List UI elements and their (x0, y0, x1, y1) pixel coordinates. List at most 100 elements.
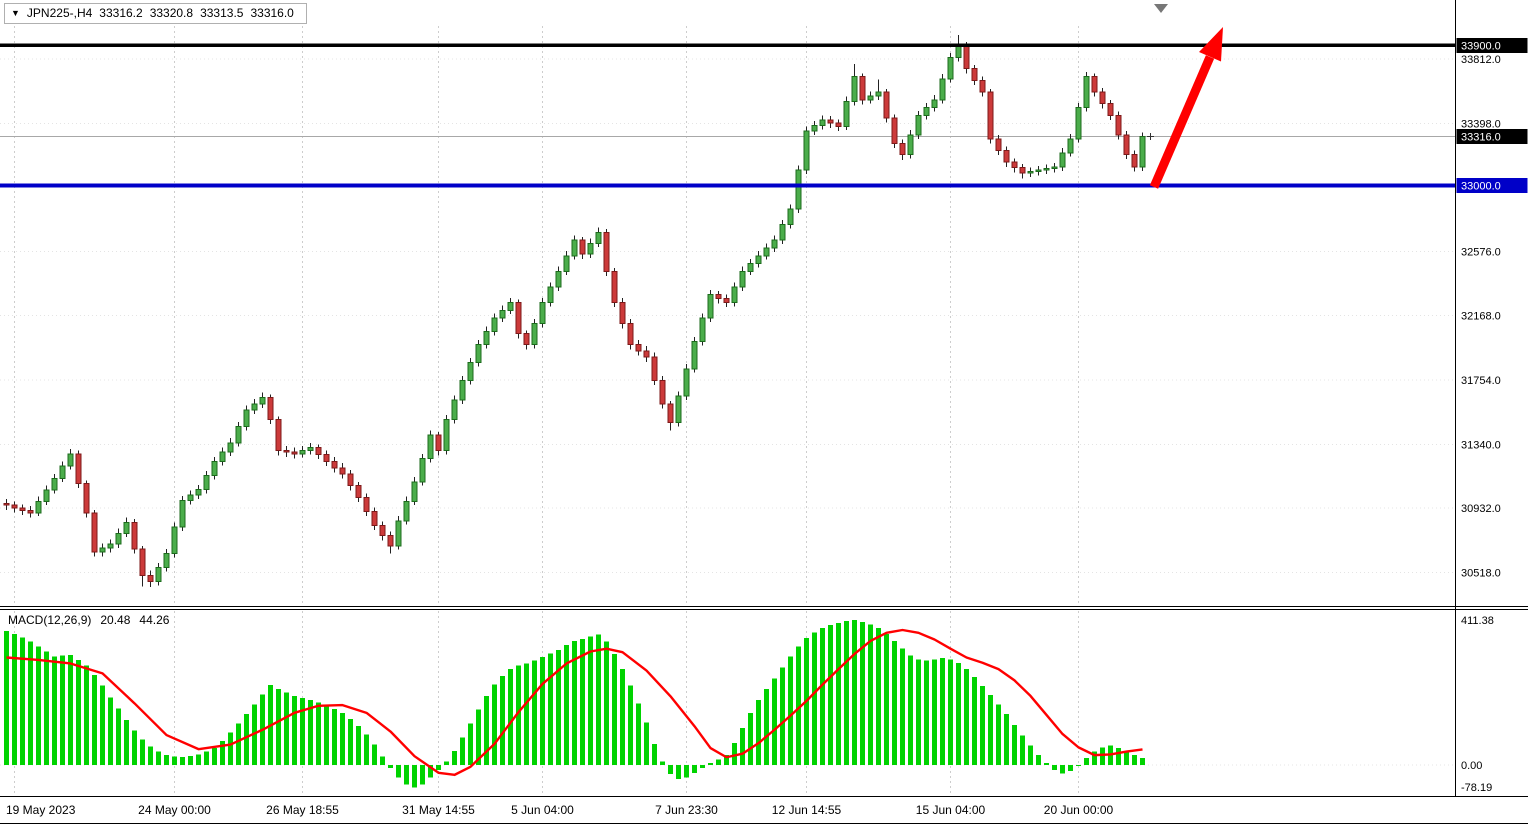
candle-body (331, 461, 338, 469)
macd-histogram-bar (236, 723, 241, 765)
candle-body (227, 442, 234, 453)
price-axis-label: 33398.0 (1461, 119, 1501, 131)
candle-body (691, 341, 698, 370)
macd-histogram-bar (468, 723, 473, 765)
macd-histogram-bar (420, 765, 425, 785)
candle-body (411, 481, 418, 502)
candle-body (75, 453, 82, 484)
macd-axis-label: -78.19 (1461, 782, 1492, 794)
candle-body (643, 350, 650, 358)
candle-body (531, 323, 538, 346)
candle-body (1011, 161, 1018, 169)
macd-histogram-bar (20, 637, 25, 765)
time-axis-label: 26 May 18:55 (266, 803, 339, 817)
candle-body (163, 553, 170, 569)
candle-body (827, 119, 834, 124)
candle-body (1019, 167, 1026, 174)
macd-histogram-bar (460, 737, 465, 765)
candle-body (1083, 75, 1090, 109)
candle-body (539, 302, 546, 325)
chart-shift-marker[interactable] (1154, 4, 1168, 13)
candle-body (467, 362, 474, 381)
candle-body (387, 535, 394, 547)
macd-histogram-bar (100, 685, 105, 765)
candle-body (747, 263, 754, 272)
candle-body (763, 247, 770, 257)
candle-body (587, 242, 594, 255)
macd-histogram-bar (180, 757, 185, 765)
macd-histogram-bar (548, 653, 553, 765)
time-axis-label: 19 May 2023 (6, 803, 76, 817)
candle-body (803, 130, 810, 171)
candle-body (939, 78, 946, 101)
candle-body (923, 107, 930, 116)
macd-histogram-bar (444, 761, 449, 765)
candle-body (315, 447, 322, 456)
candle-body (699, 317, 706, 343)
macd-histogram-bar (876, 628, 881, 765)
candle-body (307, 447, 314, 452)
candle-body (1115, 114, 1122, 136)
candle-body (659, 379, 666, 405)
macd-histogram-bar (676, 765, 681, 780)
macd-histogram-bar (812, 632, 817, 765)
candle-body (579, 239, 586, 255)
macd-histogram-bar (948, 659, 953, 765)
price-axis-label: 33812.0 (1461, 54, 1501, 66)
price-axis-label: 31754.0 (1461, 375, 1501, 387)
candle-body (483, 330, 490, 346)
macd-histogram-bar (596, 634, 601, 765)
candle-body (203, 475, 210, 491)
macd-histogram-bar (196, 754, 201, 765)
macd-histogram-bar (1140, 757, 1145, 765)
macd-histogram-bar (164, 755, 169, 765)
quote-open: 33316.2 (99, 6, 143, 20)
macd-histogram-bar (68, 655, 73, 765)
macd-histogram-bar (372, 744, 377, 765)
candle-body (1091, 75, 1098, 93)
macd-histogram-bar (1084, 757, 1089, 765)
candle-body (995, 138, 1002, 152)
price-axis-label: 33316.0 (1461, 131, 1501, 143)
macd-histogram-bar (756, 700, 761, 765)
macd-histogram-bar (972, 677, 977, 765)
candle-body (563, 255, 570, 272)
macd-histogram-bar (788, 656, 793, 765)
candle-body (187, 494, 194, 502)
macd-histogram-bar (188, 756, 193, 765)
candle-body (1123, 134, 1130, 155)
macd-histogram-bar (844, 621, 849, 765)
candle-body (683, 368, 690, 397)
macd-histogram-bar (1012, 724, 1017, 765)
quote-close: 33316.0 (250, 6, 294, 20)
candle-body (731, 286, 738, 304)
candle-body (603, 231, 610, 272)
candle-body (155, 567, 162, 583)
candle-body (907, 134, 914, 155)
trend-arrow-shaft[interactable] (1149, 55, 1215, 189)
macd-histogram-bar (956, 663, 961, 765)
macd-histogram-bar (508, 669, 513, 765)
price-axis-label: 33000.0 (1461, 181, 1501, 193)
candle-body (851, 75, 858, 102)
macd-histogram-bar (476, 709, 481, 765)
candle-body (555, 270, 562, 288)
candle-body (715, 294, 722, 300)
trend-arrow-head[interactable] (1199, 27, 1223, 62)
price-axis-label: 32168.0 (1461, 310, 1501, 322)
macd-histogram-bar (436, 765, 441, 770)
candle-body (259, 397, 266, 405)
candle-body (291, 451, 298, 455)
macd-histogram-bar (572, 640, 577, 765)
candle-body (219, 451, 226, 463)
macd-histogram-bar (580, 638, 585, 765)
candle-body (123, 521, 130, 534)
candle-body (435, 434, 442, 452)
macd-histogram-bar (644, 722, 649, 765)
candle-body (419, 457, 426, 483)
quote-dropdown-icon[interactable]: ▼ (11, 8, 20, 18)
price-axis-label-bg (1456, 178, 1528, 194)
candle-body (1027, 171, 1034, 174)
macd-histogram-bar (1060, 765, 1065, 774)
